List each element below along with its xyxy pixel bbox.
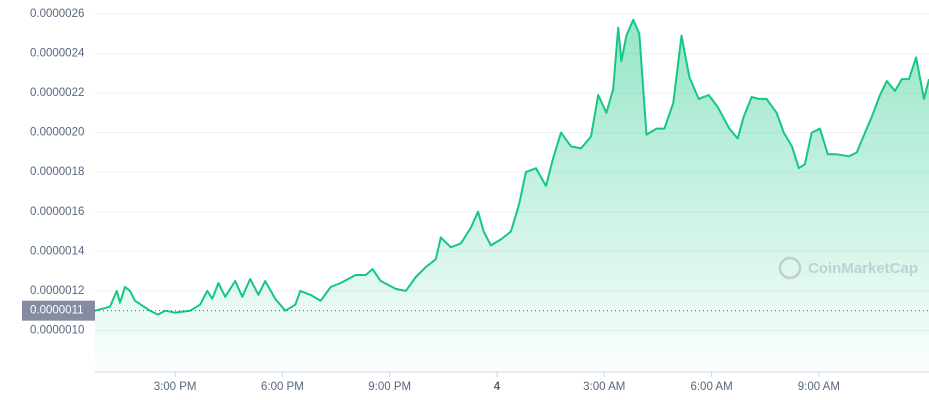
price-area: [95, 19, 929, 373]
x-tick-label: 3:00 AM: [583, 381, 625, 393]
x-tick-label: 6:00 AM: [690, 381, 732, 393]
watermark-logo: [778, 256, 802, 280]
labels: 0.0000010 0.0000012 0.0000014 0.0000016 0.00…: [22, 8, 840, 393]
y-tick-label: 0.0000014: [30, 245, 85, 257]
y-tick-label: 0.0000012: [30, 285, 84, 297]
x-tick-label: 6:00 PM: [261, 381, 304, 393]
y-tick-label: 0.0000022: [30, 87, 84, 99]
y-tick-label: 0.0000020: [30, 127, 84, 139]
x-tick-label: 9:00 AM: [798, 381, 840, 393]
plot: [94, 18, 929, 373]
current-price-box: [22, 300, 95, 321]
current-price-label: 0.0000011: [30, 305, 84, 317]
x-tick-label: 4: [494, 381, 501, 393]
price-line: [94, 18, 929, 316]
y-tick-label: 0.0000024: [30, 47, 85, 59]
x-tick-label: 3:00 PM: [154, 381, 197, 393]
y-tick-label: 0.0000016: [30, 206, 84, 218]
y-tick-label: 0.0000010: [30, 324, 84, 336]
watermark-text: CoinMarketCap: [808, 260, 918, 277]
y-tick-label: 0.0000026: [30, 8, 84, 20]
y-tick-label: 0.0000018: [30, 166, 84, 178]
x-tick-label: 9:00 PM: [368, 381, 411, 393]
watermark: CoinMarketCap: [778, 256, 918, 280]
